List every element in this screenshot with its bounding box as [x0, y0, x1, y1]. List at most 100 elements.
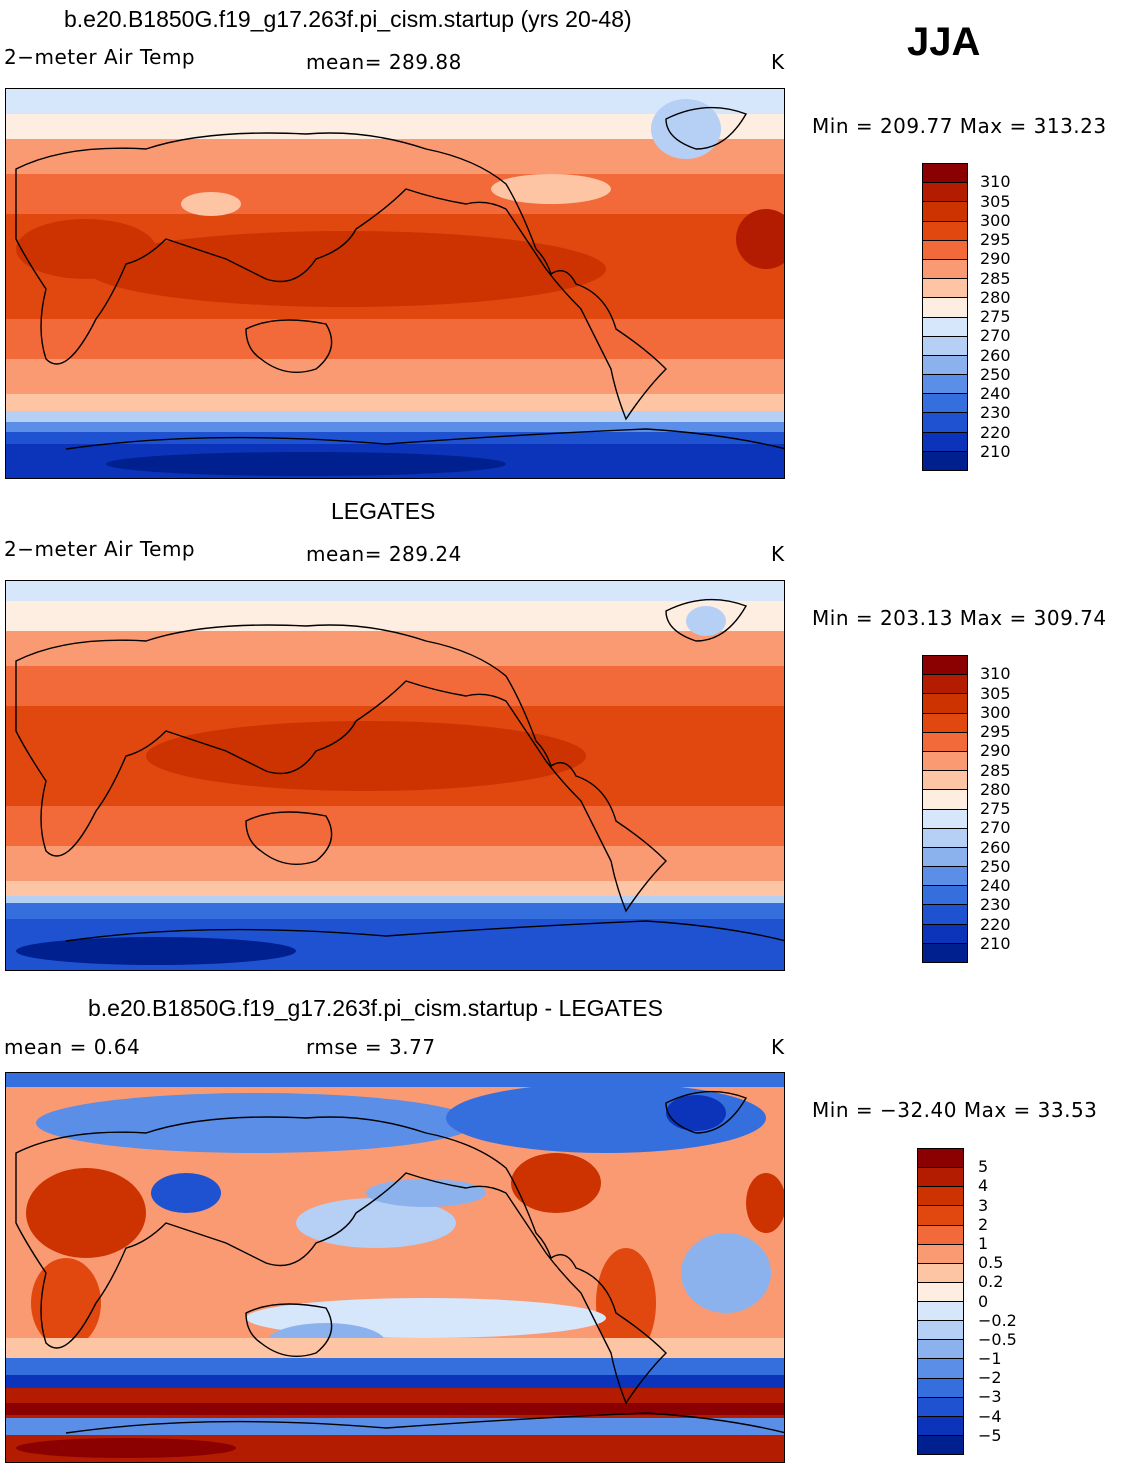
- panel-1-colorbar-tick: 280: [980, 287, 1011, 307]
- panel-3-colorbar: [917, 1148, 964, 1455]
- panel-3-colorbar-swatch: [918, 1244, 963, 1264]
- panel-2-colorbar-swatch: [923, 924, 967, 944]
- panel-2-minmax-label: Min = 203.13 Max = 309.74: [812, 606, 1107, 630]
- panel-3-colorbar-swatch: [918, 1225, 963, 1245]
- panel-2-colorbar-tick: 270: [980, 818, 1011, 838]
- panel-3-colorbar-swatch: [918, 1263, 963, 1283]
- panel-1-colorbar-tick: 250: [980, 364, 1011, 384]
- panel-1-colorbar-tick: 270: [980, 326, 1011, 346]
- panel-3-colorbar-swatch: [918, 1378, 963, 1398]
- panel-3-colorbar-swatch: [918, 1340, 963, 1360]
- panel-2-units-label: K: [771, 542, 785, 566]
- panel-1-colorbar-swatch: [923, 279, 967, 299]
- panel-3-colorbar-tick: 2: [978, 1214, 989, 1234]
- panel-2-colorbar-swatch: [923, 790, 967, 810]
- panel-3-colorbar-tick: 0: [978, 1291, 989, 1311]
- panel-1-mean-label: mean= 289.88: [306, 50, 462, 74]
- panel-2-variable-label: 2−meter Air Temp: [4, 537, 196, 561]
- panel-1-colorbar-swatch: [923, 183, 967, 203]
- panel-3-colorbar-swatch: [918, 1416, 963, 1436]
- panel-1-colorbar-tick: 310: [980, 172, 1011, 192]
- panel-2-colorbar-tick: 305: [980, 683, 1011, 703]
- panel-3-colorbar-tick: −2: [978, 1368, 1002, 1388]
- panel-2-colorbar-tick: 280: [980, 779, 1011, 799]
- panel-1-colorbar-swatch: [923, 202, 967, 222]
- panel-2-colorbar-swatch: [923, 867, 967, 887]
- panel-1-title: b.e20.B1850G.f19_g17.263f.pi_cism.startu…: [64, 6, 632, 32]
- panel-3-colorbar-swatch: [918, 1302, 963, 1322]
- panel-3-colorbar-swatch: [918, 1359, 963, 1379]
- panel-3-colorbar-swatch: [918, 1187, 963, 1207]
- panel-1-colorbar-swatch: [923, 164, 967, 184]
- panel-2-colorbar-tick: 220: [980, 914, 1011, 934]
- panel-1-colorbar-tick: 295: [980, 230, 1011, 249]
- panel-3-colorbar-swatch: [918, 1206, 963, 1226]
- panel-2-colorbar-swatch: [923, 886, 967, 906]
- panel-2-map: [5, 580, 785, 971]
- panel-3-colorbar-swatch: [918, 1435, 963, 1454]
- panel-1-colorbar-swatch: [923, 375, 967, 395]
- panel-2-colorbar-tick: 240: [980, 876, 1011, 895]
- panel-2-colorbar-tick: 260: [980, 837, 1011, 857]
- panel-1-colorbar-swatch: [923, 240, 967, 260]
- panel-1-colorbar-swatch: [923, 355, 967, 376]
- panel-3-colorbar-tick: 5: [978, 1157, 989, 1177]
- panel-2-colorbar: [922, 655, 968, 963]
- panel-3-colorbar-tick: −4: [978, 1406, 1002, 1426]
- panel-1-colorbar-tick: 240: [980, 384, 1011, 403]
- panel-2-colorbar-swatch: [923, 771, 967, 791]
- panel-2-colorbar-tick: 250: [980, 856, 1011, 876]
- panel-1-colorbar-tick: 285: [980, 268, 1011, 288]
- panel-3-units-label: K: [771, 1035, 785, 1059]
- panel-3-title: b.e20.B1850G.f19_g17.263f.pi_cism.startu…: [88, 995, 663, 1021]
- panel-2-colorbar-swatch: [923, 828, 967, 848]
- panel-1-colorbar-swatch: [923, 298, 967, 318]
- panel-3-colorbar-swatch: [918, 1321, 963, 1341]
- panel-1-colorbar-tick: 290: [980, 249, 1011, 269]
- panel-3-minmax-label: Min = −32.40 Max = 33.53: [812, 1098, 1098, 1122]
- panel-1-colorbar-swatch: [923, 413, 967, 433]
- panel-2-colorbar-swatch: [923, 847, 967, 868]
- panel-1-colorbar-tick: 230: [980, 403, 1011, 423]
- panel-1-colorbar-tick: 300: [980, 210, 1011, 230]
- panel-2-colorbar-ticks: 310 305 300 295 290 285 280 275 270 260 …: [980, 655, 1040, 963]
- panel-3-colorbar-swatch: [918, 1282, 963, 1302]
- panel-3-colorbar-tick: 1: [978, 1233, 989, 1253]
- panel-1-minmax-label: Min = 209.77 Max = 313.23: [812, 114, 1107, 138]
- panel-3-colorbar-swatch: [918, 1149, 963, 1169]
- panel-1-colorbar: [922, 163, 968, 471]
- panel-2-colorbar-tick: 300: [980, 702, 1011, 722]
- panel-3-colorbar-tick: −3: [978, 1387, 1002, 1407]
- panel-3-colorbar-tick: −0.2: [978, 1310, 1017, 1330]
- panel-1-colorbar-swatch: [923, 394, 967, 414]
- panel-3-colorbar-tick: 3: [978, 1195, 989, 1215]
- panel-2-colorbar-tick: 310: [980, 664, 1011, 684]
- panel-2-colorbar-swatch: [923, 732, 967, 752]
- panel-3-colorbar-tick: 0.2: [978, 1272, 1004, 1292]
- panel-3-colorbar-ticks: 5 4 3 2 1 0.5 0.2 0 −0.2 −0.5 −1 −2 −3 −…: [978, 1148, 1038, 1455]
- panel-1-units-label: K: [771, 50, 785, 74]
- panel-2-mean-label: mean= 289.24: [306, 542, 462, 566]
- panel-2-colorbar-tick: 210: [980, 933, 1011, 953]
- panel-1-colorbar-swatch: [923, 451, 967, 470]
- panel-3-colorbar-tick: −5: [978, 1425, 1002, 1445]
- panel-1-colorbar-swatch: [923, 221, 967, 241]
- panel-1-colorbar-tick: 305: [980, 191, 1011, 211]
- panel-2-colorbar-swatch: [923, 713, 967, 733]
- panel-2-colorbar-swatch: [923, 809, 967, 829]
- panel-1-map: [5, 88, 785, 479]
- panel-3-map: [5, 1072, 785, 1463]
- panel-3-colorbar-tick: −1: [978, 1349, 1002, 1369]
- panel-3-colorbar-tick: 0.5: [978, 1253, 1004, 1273]
- panel-3-colorbar-swatch: [918, 1168, 963, 1188]
- panel-1-colorbar-swatch: [923, 432, 967, 452]
- panel-1-colorbar-swatch: [923, 259, 967, 280]
- panel-2-colorbar-tick: 295: [980, 722, 1011, 741]
- panel-1-colorbar-tick: 210: [980, 441, 1011, 461]
- panel-3-colorbar-tick: −0.5: [978, 1329, 1017, 1349]
- panel-1-colorbar-tick: 260: [980, 345, 1011, 365]
- panel-1-colorbar-tick: 275: [980, 307, 1011, 326]
- panel-2-colorbar-swatch: [923, 905, 967, 925]
- panel-2-colorbar-swatch: [923, 694, 967, 714]
- season-label: JJA: [907, 20, 981, 64]
